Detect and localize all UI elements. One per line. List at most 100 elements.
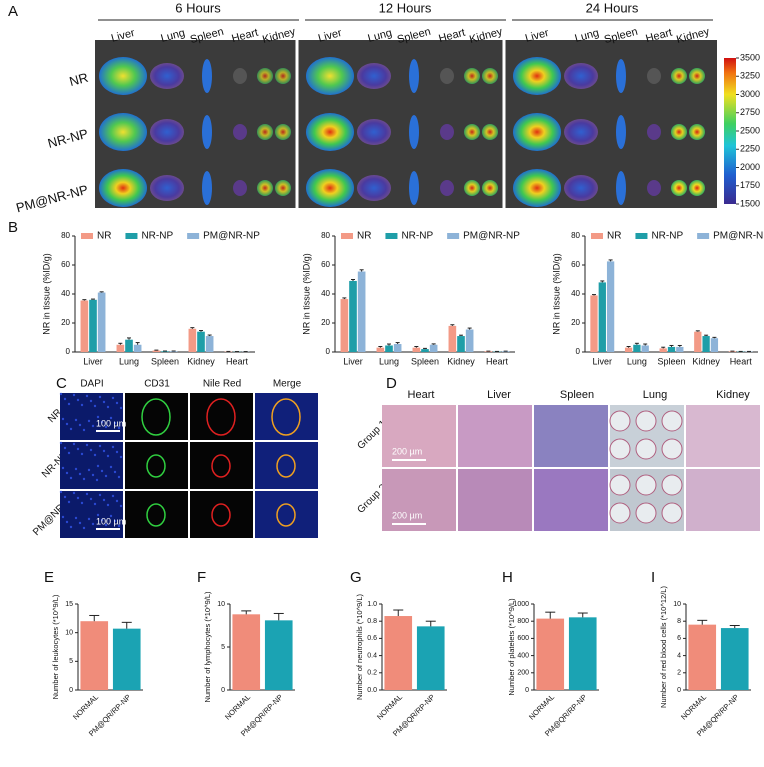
- y-tick-label: 0.4: [367, 652, 377, 659]
- alveolus: [609, 502, 631, 524]
- organ-heart: [233, 124, 247, 140]
- nucleus: [102, 498, 106, 502]
- colorbar-tick-label: 3500: [740, 52, 760, 62]
- stain-image: [255, 393, 318, 440]
- y-axis-label: Number of platelets (*10^9/L): [507, 598, 516, 696]
- organ-spleen: [202, 171, 212, 205]
- scale-bar-label: 100 µm: [96, 516, 126, 526]
- bar: [710, 338, 719, 352]
- bar: [641, 345, 649, 352]
- nucleus: [109, 465, 113, 469]
- bar: [606, 261, 615, 352]
- histology-header: Lung: [643, 389, 667, 401]
- time-point: 12 Hours: [379, 0, 432, 15]
- y-tick-label: 80: [61, 231, 70, 240]
- organ-spleen: [202, 59, 212, 93]
- nucleus: [119, 455, 123, 459]
- organ-lung: [150, 119, 184, 145]
- nucleus: [115, 499, 119, 503]
- y-tick-label: 20: [321, 318, 330, 327]
- bar: [161, 351, 169, 352]
- y-tick-label: 80: [321, 231, 330, 240]
- nucleus: [93, 453, 97, 457]
- nucleus: [96, 513, 100, 517]
- stain-image: [125, 393, 188, 440]
- y-tick-label: 40: [571, 289, 580, 298]
- x-tick-label: Spleen: [657, 356, 685, 366]
- nucleus: [100, 420, 104, 424]
- nucleus: [115, 450, 119, 454]
- organ-liver: [513, 57, 561, 95]
- histology-image: [382, 469, 456, 531]
- nucleus: [61, 515, 65, 519]
- nucleus: [91, 424, 95, 428]
- x-tick-label: NORMAL: [223, 692, 252, 721]
- legend-label: PM@NR-NP: [463, 231, 520, 242]
- organ-liver: [513, 113, 561, 151]
- organ-kidney: [275, 124, 291, 140]
- y-tick-label: 6: [677, 635, 681, 642]
- nucleus: [119, 406, 123, 410]
- y-tick-label: 20: [571, 318, 580, 327]
- bar: [720, 628, 749, 690]
- bar: [152, 350, 161, 352]
- nucleus: [100, 469, 104, 473]
- organ-lung: [564, 119, 598, 145]
- organ-kidney: [689, 124, 705, 140]
- bar: [112, 628, 141, 690]
- nucleus: [96, 464, 100, 468]
- organ-heart: [440, 68, 454, 84]
- bar: [501, 351, 510, 352]
- histology-image: [686, 405, 760, 467]
- alveolus: [609, 438, 631, 460]
- y-tick-label: 15: [65, 601, 73, 608]
- vessel: [211, 503, 231, 527]
- legend-label: NR-NP: [401, 231, 433, 242]
- x-tick-label: NORMAL: [679, 692, 708, 721]
- colorbar-tick-label: 2750: [740, 107, 760, 117]
- panel-label: E: [44, 569, 54, 586]
- colorbar-tick-label: 2000: [740, 162, 760, 172]
- nucleus: [109, 514, 113, 518]
- stain-header: CD31: [144, 379, 170, 390]
- organ-heart: [440, 124, 454, 140]
- organ-kidney: [671, 180, 687, 196]
- y-tick-label: 80: [571, 231, 580, 240]
- organ-spleen: [616, 171, 626, 205]
- bar: [659, 348, 667, 352]
- organ-liver: [99, 57, 147, 95]
- nucleus: [65, 520, 69, 524]
- nucleus: [106, 405, 110, 409]
- legend-label: PM@NR-NP: [713, 231, 764, 242]
- nucleus: [111, 445, 115, 449]
- legend-swatch: [187, 233, 200, 239]
- x-tick-label: NORMAL: [71, 692, 100, 721]
- nucleus: [89, 399, 93, 403]
- legend-label: NR: [97, 231, 111, 242]
- organ-spleen: [409, 59, 419, 93]
- x-tick-label: Spleen: [411, 356, 439, 366]
- organ-heart: [233, 68, 247, 84]
- nucleus: [82, 477, 86, 481]
- organ-liver: [99, 169, 147, 207]
- colorbar-tick-label: 2500: [740, 125, 760, 135]
- legend-label: NR-NP: [141, 231, 173, 242]
- organ-kidney: [482, 124, 498, 140]
- nucleus: [78, 521, 82, 525]
- nucleus: [76, 496, 80, 500]
- organ-heart: [647, 180, 661, 196]
- bar: [384, 616, 413, 690]
- organ-liver: [513, 169, 561, 207]
- scale-bar-label: 200 µm: [392, 510, 422, 520]
- histology-image: [458, 405, 532, 467]
- organ-spleen: [202, 115, 212, 149]
- bar: [133, 344, 142, 352]
- stain-header: Merge: [273, 379, 302, 390]
- x-tick-label: Kidney: [692, 356, 720, 366]
- organ-kidney: [671, 68, 687, 84]
- y-tick-label: 0: [66, 347, 71, 356]
- bar: [169, 351, 178, 352]
- bar: [349, 280, 357, 352]
- bar: [624, 347, 633, 352]
